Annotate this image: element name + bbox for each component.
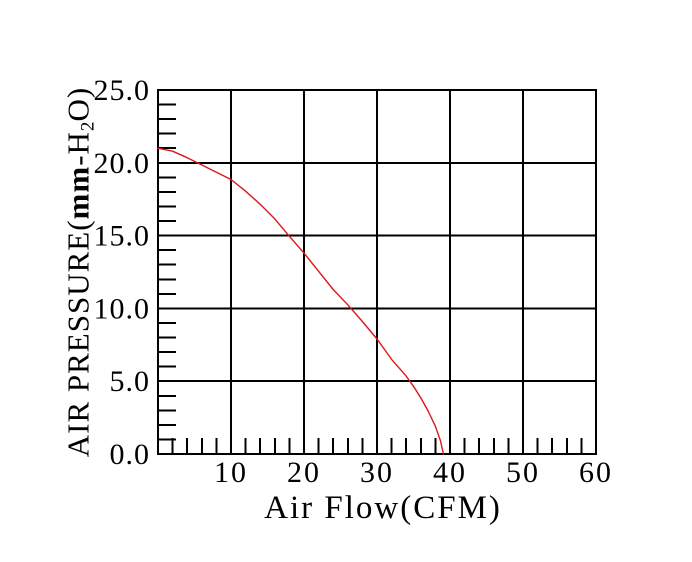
x-tick-labels: 10 20 30 40 50 60 (214, 456, 613, 489)
minor-ticks (158, 103, 583, 454)
y-axis-title-text-3: O) (60, 86, 96, 122)
x-tick-label: 60 (579, 456, 613, 489)
y-axis-title-text-mm: mm (60, 165, 96, 220)
x-tick-label: 20 (287, 456, 321, 489)
x-tick-label: 10 (214, 456, 248, 489)
x-axis-title-text: Air Flow(CFM) (264, 490, 502, 526)
plot-border-rect (157, 89, 597, 455)
x-tick-label: 30 (360, 456, 394, 489)
y-tick-label: 0.0 (110, 438, 151, 471)
x-tick-label: 40 (433, 456, 467, 489)
y-tick-label: 5.0 (110, 365, 151, 398)
y-tick-label: 10.0 (94, 292, 151, 325)
performance-curve (157, 147, 445, 455)
y-axis-title-text-1: AIR PRESSURE( (60, 219, 96, 458)
y-axis-title-subscript: 2 (77, 121, 99, 132)
x-tick-label: 50 (506, 456, 540, 489)
y-tick-label: 15.0 (94, 220, 151, 253)
y-axis-title-text-2: -H (60, 131, 96, 166)
pressure-flow-curve (157, 147, 445, 455)
grid-lines (158, 90, 596, 454)
x-axis-title: Air Flow(CFM) (264, 490, 502, 527)
y-tick-labels: 25.0 20.0 15.0 10.0 5.0 0.0 (94, 74, 151, 471)
y-axis-title: AIR PRESSURE(mm-H2O) (61, 87, 100, 458)
plot-border (157, 89, 597, 455)
y-tick-label: 25.0 (94, 74, 151, 107)
y-tick-label: 20.0 (94, 147, 151, 180)
